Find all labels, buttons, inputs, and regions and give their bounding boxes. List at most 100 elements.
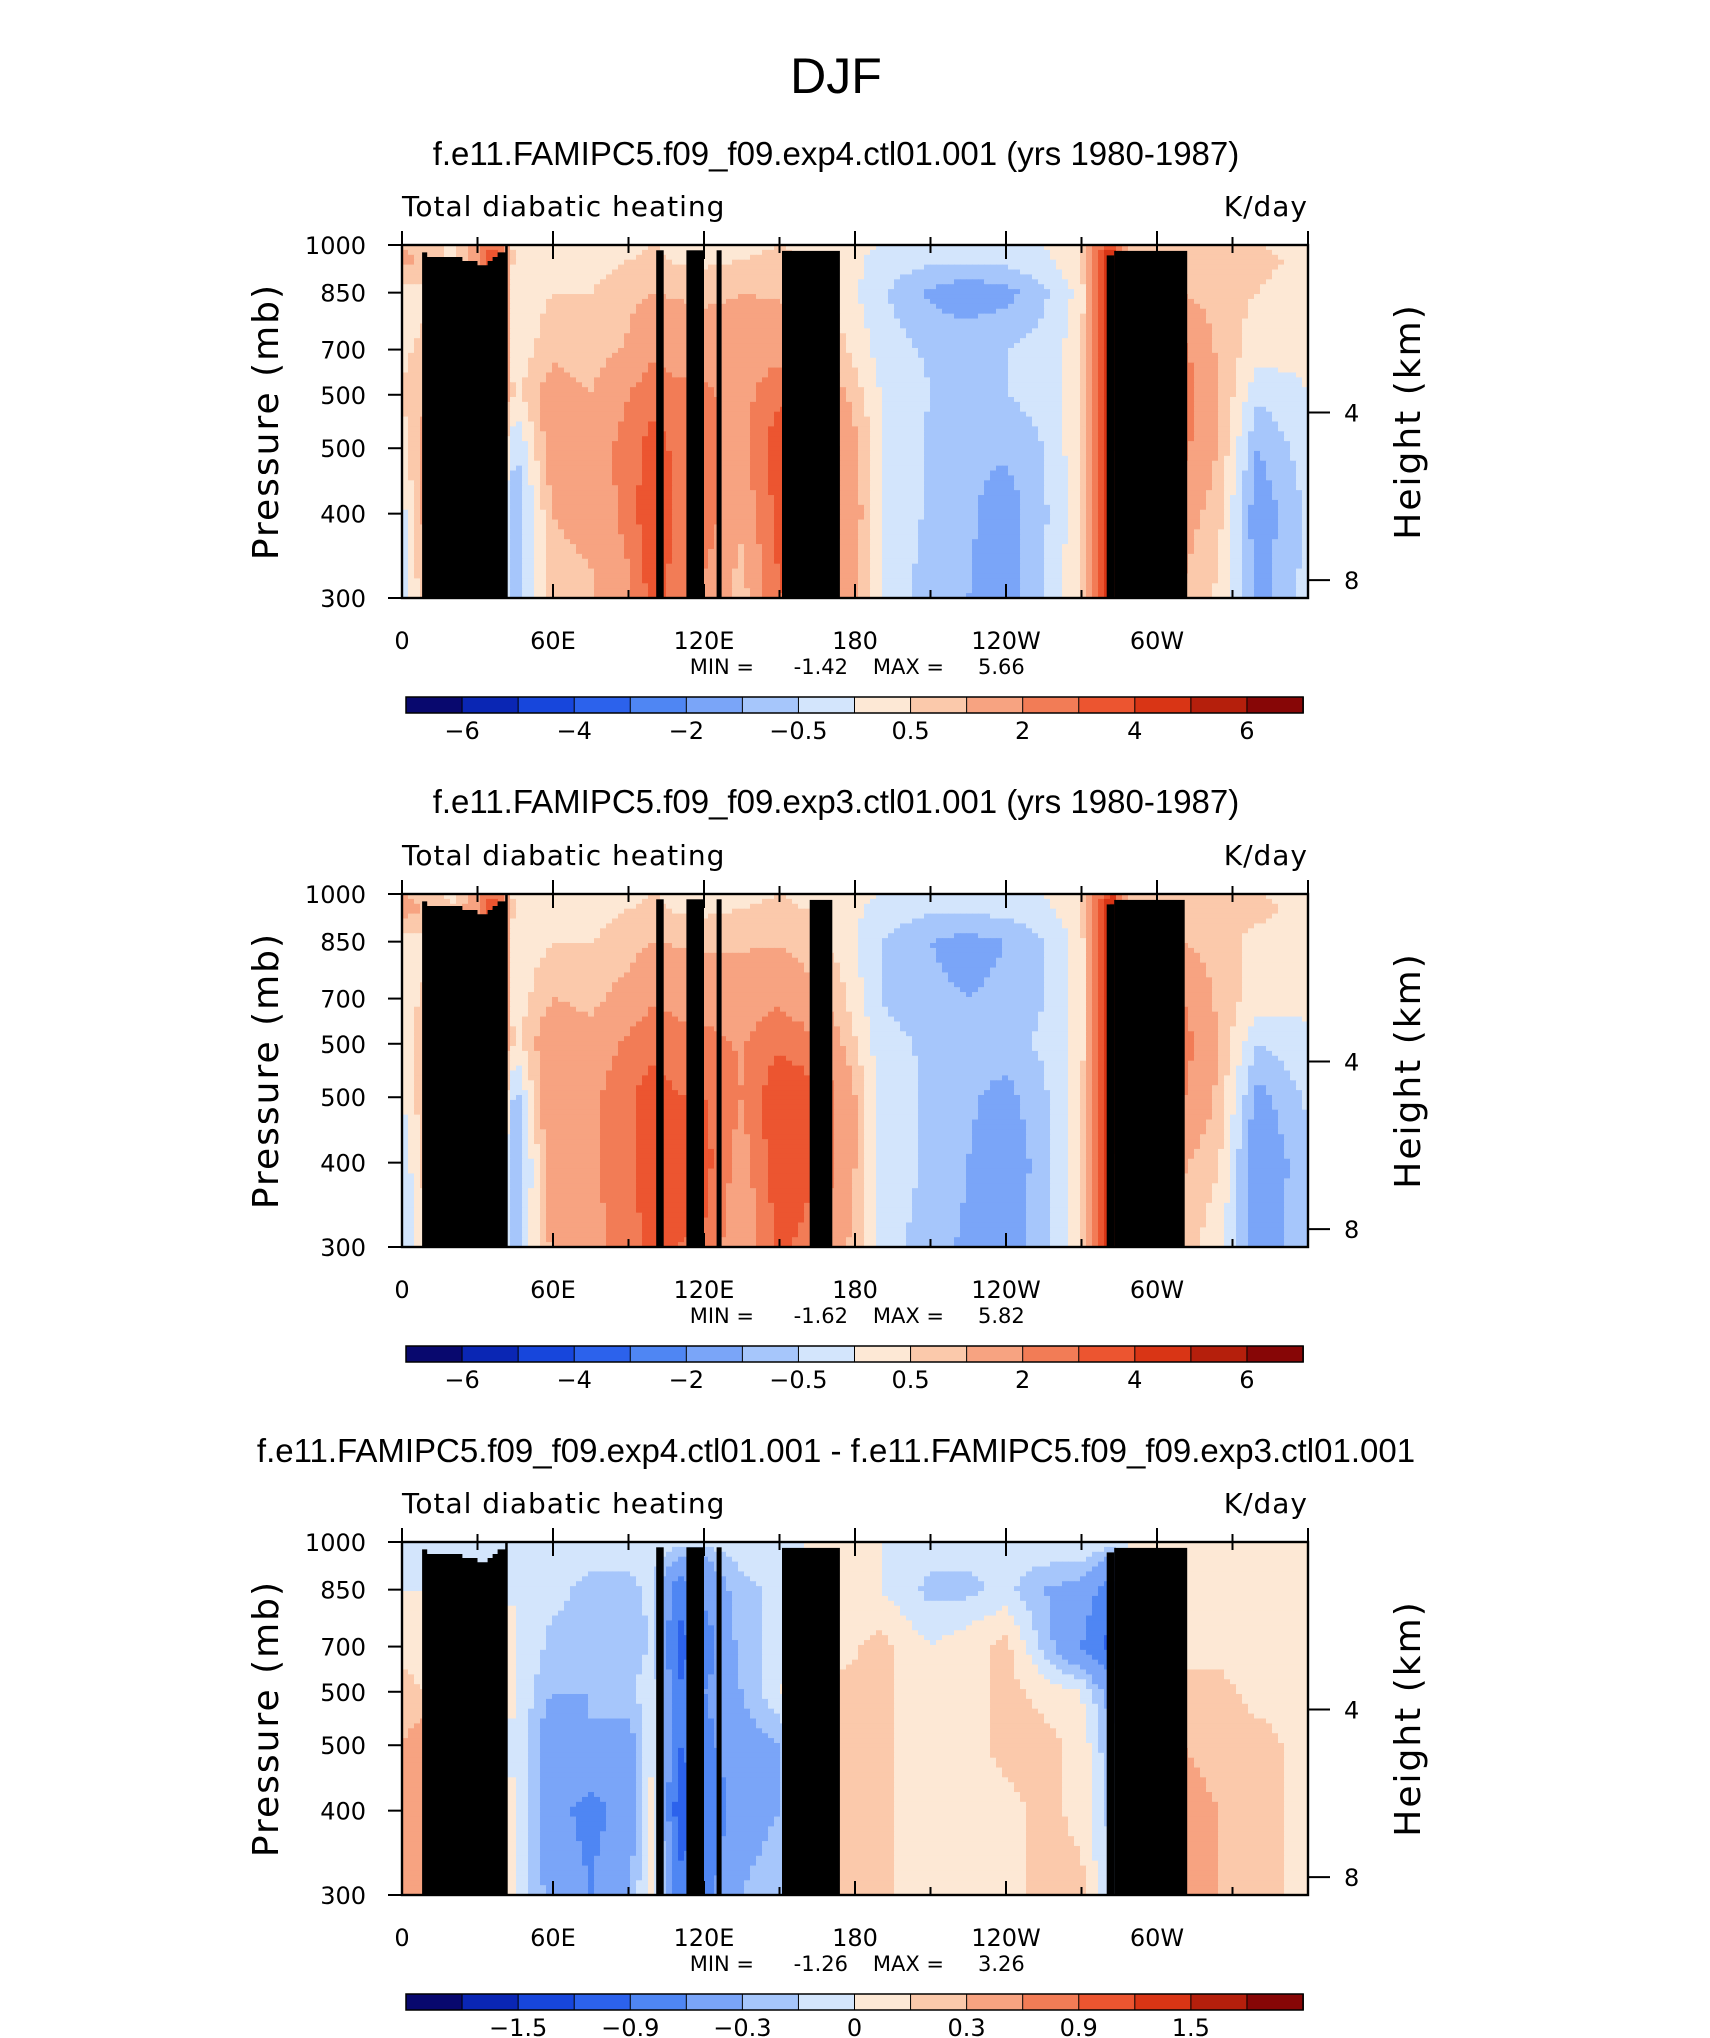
heatmap-cell xyxy=(648,245,655,251)
heatmap-cell xyxy=(756,264,763,271)
heatmap-cell xyxy=(402,347,409,354)
heatmap-cell xyxy=(1230,318,1237,325)
heatmap-cell xyxy=(1050,357,1057,364)
heatmap-cell xyxy=(852,352,859,359)
heatmap-cell xyxy=(1098,269,1105,276)
heatmap-cell xyxy=(444,245,451,251)
heatmap-cell xyxy=(1254,372,1261,378)
heatmap-cell xyxy=(414,328,421,334)
heatmap-cell xyxy=(402,406,409,413)
heatmap-cell xyxy=(570,313,577,320)
heatmap-cell xyxy=(558,294,565,300)
heatmap-cell xyxy=(966,367,973,374)
heatmap-cell xyxy=(1296,382,1303,388)
heatmap-cell xyxy=(1074,264,1081,271)
heatmap-cell xyxy=(1188,313,1195,320)
heatmap-cell xyxy=(582,298,589,305)
heatmap-cell xyxy=(540,318,547,325)
heatmap-cell xyxy=(624,372,631,378)
heatmap-cell xyxy=(744,294,751,300)
heatmap-cell xyxy=(870,367,877,374)
heatmap-cell xyxy=(1254,274,1261,280)
heatmap-cell xyxy=(936,269,943,276)
heatmap-cell xyxy=(756,279,763,285)
heatmap-cell xyxy=(984,382,991,388)
units-label: K/day xyxy=(1224,190,1308,223)
heatmap-cell xyxy=(1242,318,1249,325)
heatmap-cell xyxy=(1200,367,1207,374)
heatmap-cell xyxy=(990,303,997,310)
heatmap-cell xyxy=(1062,249,1069,256)
heatmap-cell xyxy=(966,303,973,310)
heatmap-cell xyxy=(870,308,877,315)
heatmap-cell xyxy=(600,289,607,295)
heatmap-cell xyxy=(540,298,547,305)
heatmap-cell xyxy=(774,372,781,378)
heatmap-cell xyxy=(1248,328,1255,334)
heatmap-cell xyxy=(600,372,607,378)
heatmap-cell xyxy=(960,303,967,310)
heatmap-cell xyxy=(534,269,541,276)
heatmap-cell xyxy=(642,259,649,266)
heatmap-cell xyxy=(1242,323,1249,329)
heatmap-cell xyxy=(1194,387,1201,393)
heatmap-cell xyxy=(1032,401,1039,408)
heatmap-cell xyxy=(1272,377,1279,383)
heatmap-cell xyxy=(618,323,625,329)
heatmap-cell xyxy=(414,279,421,285)
heatmap-cell xyxy=(1002,392,1009,398)
heatmap-cell xyxy=(1290,249,1297,256)
heatmap-cell xyxy=(1062,264,1069,271)
heatmap-cell xyxy=(918,392,925,398)
heatmap-cell xyxy=(840,352,847,359)
heatmap-cell xyxy=(1278,387,1285,393)
heatmap-cell xyxy=(1044,382,1051,388)
heatmap-cell xyxy=(1014,269,1021,276)
heatmap-cell xyxy=(1260,294,1267,300)
heatmap-cell xyxy=(1248,259,1255,266)
heatmap-cell xyxy=(1050,367,1057,374)
heatmap-cell xyxy=(708,279,715,285)
heatmap-cell xyxy=(528,323,535,329)
heatmap-cell xyxy=(1074,284,1081,290)
heatmap-cell xyxy=(648,343,655,349)
heatmap-cell xyxy=(1002,289,1009,295)
heatmap-cell xyxy=(912,328,919,334)
heatmap-cell xyxy=(636,396,643,403)
heatmap-cell xyxy=(738,392,745,398)
heatmap-cell xyxy=(408,338,415,344)
heatmap-cell xyxy=(1092,245,1099,251)
heatmap-cell xyxy=(1248,323,1255,329)
heatmap-cell xyxy=(1020,328,1027,334)
heatmap-cell xyxy=(576,382,583,388)
heatmap-cell xyxy=(1230,392,1237,398)
heatmap-cell xyxy=(936,387,943,393)
heatmap-cell xyxy=(1008,269,1015,276)
heatmap-cell xyxy=(630,347,637,354)
heatmap-cell xyxy=(984,333,991,339)
heatmap-cell xyxy=(966,357,973,364)
heatmap-cell xyxy=(1146,245,1153,251)
heatmap-cell xyxy=(840,396,847,403)
heatmap-cell xyxy=(558,323,565,329)
heatmap-cell xyxy=(1032,372,1039,378)
heatmap-cell xyxy=(1278,323,1285,329)
heatmap-cell xyxy=(738,328,745,334)
heatmap-cell xyxy=(1032,284,1039,290)
heatmap-cell xyxy=(954,387,961,393)
heatmap-cell xyxy=(1092,357,1099,364)
heatmap-cell xyxy=(516,264,523,271)
heatmap-cell xyxy=(582,387,589,393)
heatmap-cell xyxy=(594,284,601,290)
heatmap-cell xyxy=(768,396,775,403)
heatmap-cell xyxy=(762,401,769,408)
heatmap-cell xyxy=(1062,347,1069,354)
heatmap-cell xyxy=(402,328,409,334)
heatmap-cell xyxy=(1002,294,1009,300)
heatmap-cell xyxy=(774,323,781,329)
heatmap-cell xyxy=(642,249,649,256)
heatmap-cell xyxy=(672,323,679,329)
heatmap-cell xyxy=(1086,362,1093,369)
heatmap-cell xyxy=(1014,343,1021,349)
heatmap-cell xyxy=(936,323,943,329)
